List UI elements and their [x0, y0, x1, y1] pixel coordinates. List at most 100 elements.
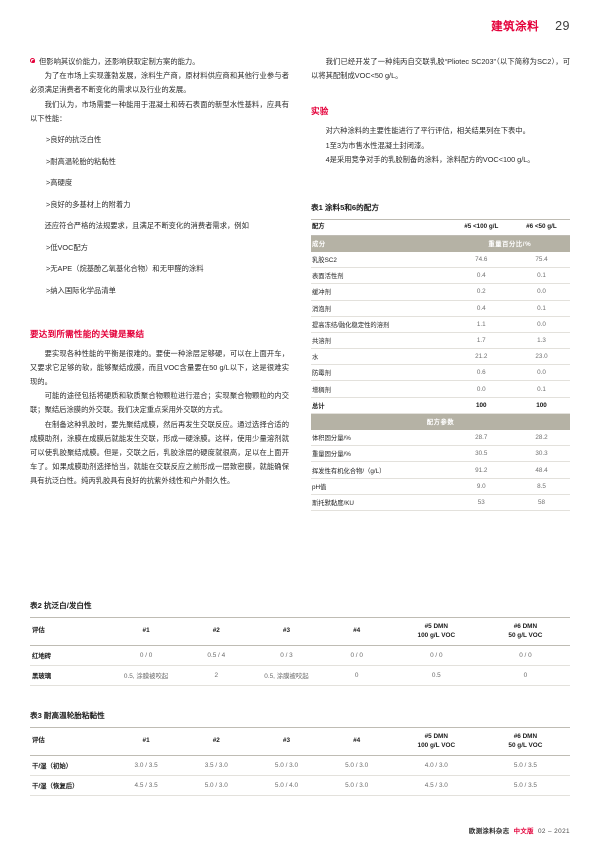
row-label: 挥发性有机化合物/（g/L） — [311, 461, 450, 479]
page-header: 建筑涂料 29 — [491, 18, 570, 34]
table-row: 配方参数 — [311, 413, 570, 431]
page-footer: 欧测涂料杂志 中文版 02 – 2021 — [469, 826, 570, 835]
table-row: 干/湿（恢复后） 4.5 / 3.5 5.0 / 3.0 5.0 / 4.0 5… — [30, 775, 570, 797]
row-value: 0.5, 涂膜被咬起 — [251, 665, 322, 687]
row-value: 4.5 / 3.0 — [391, 775, 481, 797]
row-label: 乳胶SC2 — [311, 251, 450, 269]
left-paragraph-6: 可能的途径包括将硬质和软质聚合物颗粒进行混合；实现聚合物颗粒的内交联；聚结后涂膜… — [30, 391, 289, 415]
header-line-2: 50 g/L VOC — [508, 741, 543, 749]
row-value: 91.2 — [449, 461, 513, 479]
row-value: 0 / 0 — [391, 645, 481, 667]
table-row: 配方 #5 <100 g/L #6 <50 g/L — [311, 219, 570, 236]
row-value: 0.0 — [512, 283, 570, 301]
table-3-header-cell: #6 DMN 50 g/L VOC — [480, 726, 570, 757]
list-item: >良好的抗泛白性 — [46, 135, 102, 145]
row-value: 8.5 — [512, 478, 570, 495]
table-2-header-cell: #6 DMN 50 g/L VOC — [480, 616, 570, 647]
table-1-header-cell: 配方 — [311, 219, 450, 236]
table-2: 评估 #1 #2 #3 #4 #5 DMN 100 g/L VOC #6 DMN… — [30, 616, 570, 687]
header-line-1: #6 DMN — [513, 733, 538, 740]
row-value: 0.1 — [512, 300, 570, 317]
row-label: 消泡剂 — [311, 300, 450, 317]
row-value: 0.5 — [391, 665, 481, 687]
spacer — [30, 340, 289, 347]
band-label: 配方参数 — [311, 413, 570, 431]
header-line-2: 100 g/L VOC — [417, 631, 456, 639]
right-paragraph-4: 4是采用竞争对手的乳胶制备的涂料，涂料配方的VOC<100 g/L。 — [325, 154, 535, 164]
list-item: >高硬度 — [46, 178, 73, 188]
row-value: 0.0 — [449, 380, 513, 398]
row-value: 4.5 / 3.5 — [111, 775, 182, 797]
left-paragraph-1: 但影响其议价能力，还影响获取定制方案的能力。 — [30, 55, 289, 69]
bullet-dot-icon — [30, 58, 35, 64]
list-item: >无APE（烷基酚乙氧基化合物）和无甲醛的涂料 — [46, 264, 204, 274]
spacer — [311, 83, 570, 105]
row-label: 干/湿（初始） — [30, 755, 111, 777]
table-row-total: 总计 100 100 — [311, 397, 570, 414]
row-value: 5.0 / 3.0 — [321, 755, 392, 777]
table-row: 防霉剂 0.6 0.0 — [311, 364, 570, 382]
row-value: 58 — [512, 494, 570, 511]
header-line-1: #5 DMN — [424, 623, 449, 630]
left-paragraph-3: 我们认为，市场需要一种能用于混凝土和砖石表面的新型水性基料，应具有以下性能： — [30, 99, 289, 123]
table-row: 成分 重量百分比/% — [311, 235, 570, 252]
table-3-block: 表3 耐高温轮胎粘黏性 评估 #1 #2 #3 #4 #5 DMN 100 g/… — [30, 710, 570, 797]
header-line-2: 50 g/L VOC — [508, 631, 543, 639]
table-row: 斯托默黏度/KU 53 58 — [311, 494, 570, 511]
table-3: 评估 #1 #2 #3 #4 #5 DMN 100 g/L VOC #6 DMN… — [30, 726, 570, 797]
table-3-title: 表3 耐高温轮胎粘黏性 — [30, 711, 105, 720]
table-row: 水 21.2 23.0 — [311, 348, 570, 366]
two-column-body: 但影响其议价能力，还影响获取定制方案的能力。 为了在市场上实现蓬勃发展，涂料生产… — [30, 55, 570, 511]
row-value: 4.0 / 3.0 — [391, 755, 481, 777]
table-row: 重量固分量/% 30.5 30.3 — [311, 445, 570, 463]
row-label: 体积固分量/% — [311, 429, 450, 447]
table-row: 挥发性有机化合物/（g/L） 91.2 48.4 — [311, 461, 570, 479]
row-label: 重量固分量/% — [311, 445, 450, 463]
row-label: 斯托默黏度/KU — [311, 494, 450, 511]
table-3-header-cell: 评估 — [30, 726, 111, 757]
spacer — [311, 117, 570, 124]
row-value: 0.5 / 4 — [181, 645, 252, 667]
spacer — [30, 306, 289, 328]
row-label: 共溶剂 — [311, 332, 450, 350]
row-value: 1.7 — [449, 332, 513, 350]
table-row: 提高冻结/融化稳定性的溶剂 1.1 0.0 — [311, 316, 570, 333]
row-value: 0.6 — [449, 364, 513, 382]
row-label: 表面活性剂 — [311, 267, 450, 285]
row-value: 48.4 — [512, 461, 570, 479]
row-value: 30.3 — [512, 445, 570, 463]
left-paragraph-4: 还应符合严格的法规要求，且满足不断变化的消费者需求，例如 — [44, 221, 249, 231]
row-label: 防霉剂 — [311, 364, 450, 382]
row-label: 总计 — [311, 397, 450, 414]
table-2-head: 评估 #1 #2 #3 #4 #5 DMN 100 g/L VOC #6 DMN… — [30, 616, 570, 647]
row-label: 缓冲剂 — [311, 283, 450, 301]
table-row: 共溶剂 1.7 1.3 — [311, 332, 570, 350]
left-paragraph-5: 要实现各种性能的平衡是很难的。要使一种涂层足够硬，可以在上面开车，又要求它足够的… — [30, 348, 289, 386]
row-label: pH值 — [311, 478, 450, 495]
spacer — [311, 167, 570, 189]
table-1-head: 配方 #5 <100 g/L #6 <50 g/L — [311, 219, 570, 236]
row-value: 0 / 0 — [321, 645, 392, 667]
row-label: 红地砖 — [30, 645, 111, 667]
table-row: 增稠剂 0.0 0.1 — [311, 380, 570, 398]
list-item: >纳入国际化学品清单 — [46, 286, 116, 295]
table-3-head: 评估 #1 #2 #3 #4 #5 DMN 100 g/L VOC #6 DMN… — [30, 726, 570, 757]
row-value: 0.2 — [449, 283, 513, 301]
header-line-1: #6 DMN — [513, 623, 538, 630]
table-row: pH值 9.0 8.5 — [311, 478, 570, 495]
header-line-2: 100 g/L VOC — [417, 741, 456, 749]
row-label: 水 — [311, 348, 450, 366]
table-2-header-cell: #1 — [111, 616, 182, 647]
row-value: 100 — [512, 397, 570, 414]
row-value: 5.0 / 3.0 — [251, 755, 322, 777]
row-value: 0 / 3 — [251, 645, 322, 667]
table-1-title: 表1 涂料5和6的配方 — [311, 203, 379, 213]
right-section-heading: 实验 — [311, 106, 329, 117]
table-1-header-cell: #5 <100 g/L — [449, 219, 513, 236]
table-row: 评估 #1 #2 #3 #4 #5 DMN 100 g/L VOC #6 DMN… — [30, 616, 570, 647]
row-value: 9.0 — [449, 478, 513, 495]
row-value: 21.2 — [449, 348, 513, 366]
table-1-body: 成分 重量百分比/% 乳胶SC2 74.6 75.4 表面活性剂 0.4 0.1 — [311, 235, 570, 511]
row-value: 5.0 / 3.5 — [480, 755, 570, 777]
row-value: 75.4 — [512, 251, 570, 269]
